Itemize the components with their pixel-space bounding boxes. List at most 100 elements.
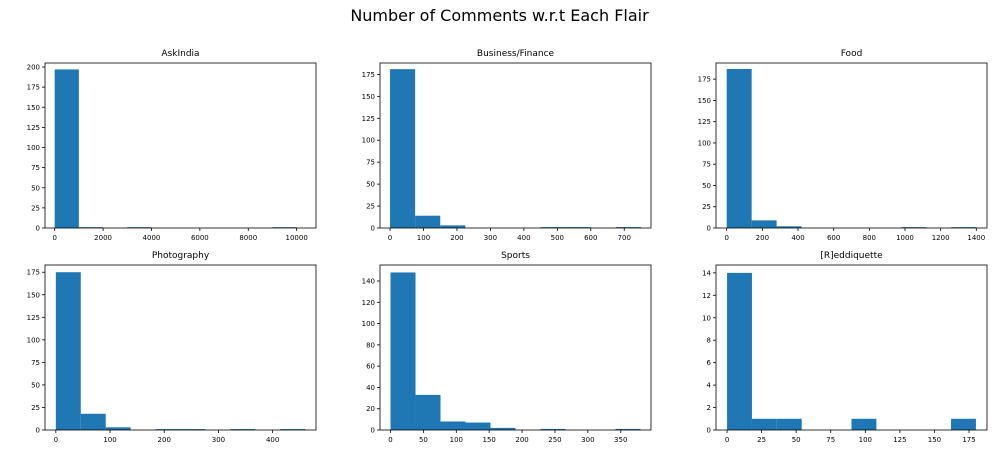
y-tick-label: 75: [366, 159, 375, 167]
x-tick-label: 1000: [896, 234, 914, 242]
x-tick-label: 350: [614, 436, 627, 444]
histogram-bar: [951, 227, 977, 228]
x-tick-label: 175: [962, 436, 975, 444]
x-tick-label: 200: [158, 436, 171, 444]
histogram-bar: [540, 428, 566, 430]
y-tick-label: 25: [31, 404, 40, 412]
x-tick-label: 8000: [239, 234, 257, 242]
axes-frame: [379, 62, 652, 229]
histogram-bar: [80, 413, 106, 430]
x-tick-label: 100: [417, 234, 430, 242]
histogram-bar: [540, 227, 566, 228]
y-tick-label: 150: [27, 104, 40, 112]
x-tick-label: 100: [450, 436, 463, 444]
y-tick-label: 125: [27, 314, 40, 322]
axes-frame: [44, 62, 317, 229]
panel-title: Business/Finance: [477, 49, 555, 59]
y-tick-label: 80: [366, 341, 375, 349]
histogram-bar: [155, 429, 181, 430]
y-tick-label: 75: [702, 161, 711, 169]
x-tick-label: 600: [827, 234, 840, 242]
y-tick-label: 60: [366, 363, 375, 371]
histogram-bar: [272, 227, 297, 228]
histogram-bar: [440, 421, 466, 430]
y-tick-label: 50: [31, 381, 40, 389]
x-tick-label: 250: [548, 436, 561, 444]
x-tick-label: 600: [584, 234, 597, 242]
histogram-bar: [230, 429, 256, 430]
histogram-bar: [615, 428, 641, 430]
x-tick-label: 125: [893, 436, 906, 444]
x-tick-label: 400: [791, 234, 804, 242]
y-tick-label: 0: [707, 427, 711, 435]
x-tick-label: 300: [212, 436, 225, 444]
axes-frame: [44, 264, 317, 431]
x-tick-label: 200: [515, 436, 528, 444]
y-tick-label: 8: [707, 337, 711, 345]
histogram-bar: [105, 427, 131, 430]
y-tick-label: 100: [698, 139, 711, 147]
y-tick-label: 25: [366, 203, 375, 211]
y-tick-label: 0: [36, 427, 40, 435]
y-tick-label: 20: [366, 405, 375, 413]
y-tick-label: 150: [362, 93, 375, 101]
x-tick-label: 1200: [932, 234, 950, 242]
panel-title: Food: [841, 49, 863, 59]
histogram-bar: [390, 69, 416, 228]
panel-title: Sports: [501, 251, 530, 261]
x-tick-label: 50: [792, 436, 801, 444]
x-tick-label: 0: [388, 436, 392, 444]
x-tick-label: 150: [483, 436, 496, 444]
x-tick-label: 4000: [143, 234, 161, 242]
histogram-bar: [490, 427, 516, 430]
x-tick-label: 200: [756, 234, 769, 242]
panel-title: AskIndia: [161, 49, 199, 59]
histogram-bar: [751, 220, 777, 228]
y-tick-label: 0: [371, 427, 375, 435]
x-tick-label: 100: [859, 436, 872, 444]
panel-title: Photography: [152, 251, 210, 261]
y-tick-label: 150: [27, 291, 40, 299]
x-tick-label: 300: [484, 234, 497, 242]
y-tick-label: 150: [698, 97, 711, 105]
x-tick-label: 0: [724, 234, 728, 242]
x-tick-label: 0: [54, 436, 58, 444]
histogram-bar: [615, 227, 641, 228]
y-tick-label: 10: [702, 314, 711, 322]
histogram-bar: [78, 227, 104, 228]
y-tick-label: 4: [707, 382, 712, 390]
x-tick-label: 6000: [191, 234, 209, 242]
x-tick-label: 800: [863, 234, 876, 242]
histogram-reddiquette: [R]eddiquette 0 25 50 75 100 125 150 175 0 2 4 6 8 10 1…: [702, 251, 988, 444]
y-tick-label: 25: [702, 203, 711, 211]
histogram-bar: [465, 422, 491, 430]
x-tick-label: 700: [618, 234, 631, 242]
y-tick-label: 140: [362, 277, 375, 285]
y-tick-label: 6: [707, 359, 712, 367]
histogram-bar: [727, 272, 752, 430]
histogram-photography: Photography 0 100 200 300 400 0 25 50 75 100 125 150…: [27, 251, 317, 444]
axes-frame: [715, 62, 988, 229]
histogram-bar: [776, 226, 802, 228]
x-tick-label: 1400: [967, 234, 985, 242]
x-tick-label: 400: [266, 436, 279, 444]
histogram-bar: [415, 215, 441, 228]
y-tick-label: 50: [31, 184, 40, 192]
x-tick-label: 200: [450, 234, 463, 242]
y-tick-label: 25: [31, 204, 40, 212]
x-tick-label: 50: [419, 436, 428, 444]
histogram-bar: [751, 418, 777, 430]
y-tick-label: 0: [371, 225, 375, 233]
axes-frame: [715, 264, 988, 431]
x-tick-label: 150: [928, 436, 941, 444]
x-tick-label: 300: [581, 436, 594, 444]
y-tick-label: 175: [362, 71, 375, 79]
x-tick-label: 10000: [286, 234, 308, 242]
y-tick-label: 125: [698, 118, 711, 126]
histogram-bar: [180, 429, 206, 430]
x-tick-label: 500: [551, 234, 564, 242]
histogram-bar: [776, 418, 802, 430]
histogram-bar: [415, 394, 441, 430]
histogram-bar: [901, 227, 927, 228]
y-tick-label: 175: [27, 84, 40, 92]
